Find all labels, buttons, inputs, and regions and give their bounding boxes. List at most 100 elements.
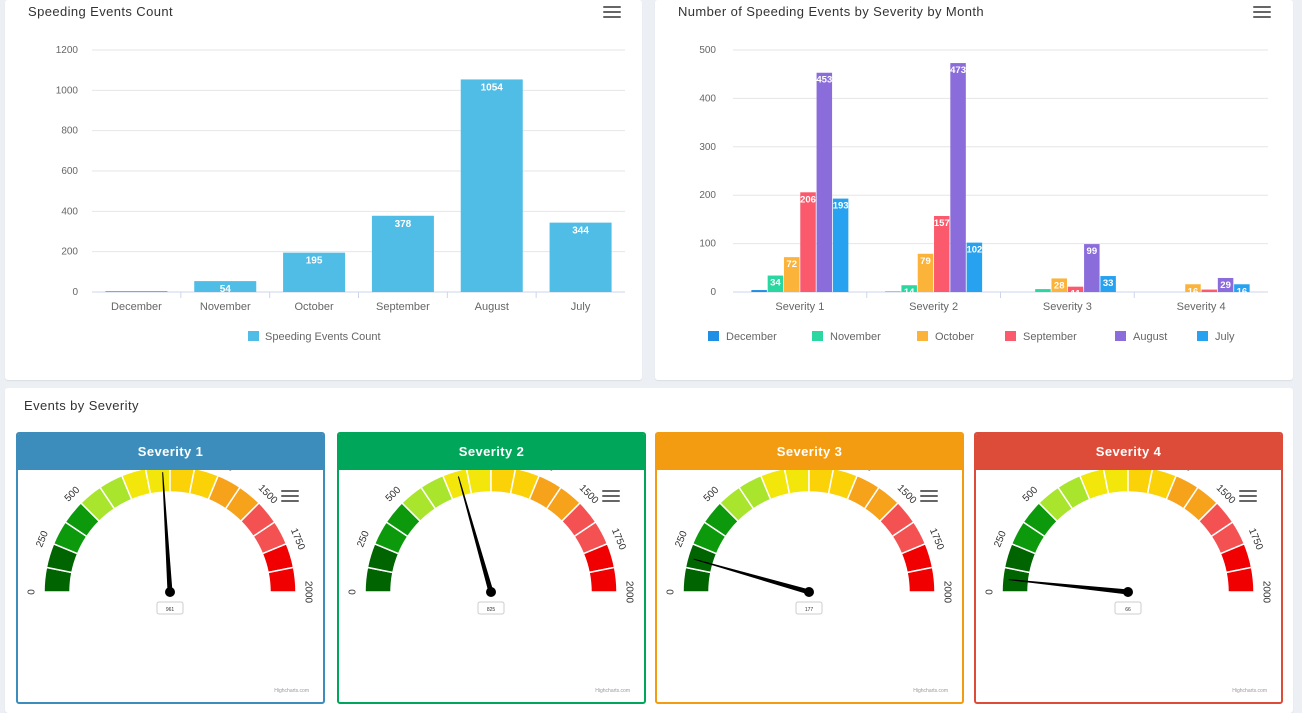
gauge-pivot — [804, 587, 814, 597]
bar[interactable] — [800, 192, 816, 292]
severity-gauge-card: Severity 1961025050075010001250150017502… — [16, 432, 325, 704]
data-label: 102 — [966, 245, 982, 256]
bar[interactable] — [816, 72, 833, 292]
gauge-band — [465, 470, 492, 495]
chart-credit[interactable]: Highcharts.com — [913, 688, 948, 694]
bar[interactable] — [1100, 276, 1116, 292]
bar[interactable] — [1067, 286, 1084, 292]
gauge-tick-label: 0 — [348, 589, 359, 595]
gauge-value-label: 177 — [805, 607, 814, 613]
y-tick-label: 400 — [61, 206, 78, 217]
gauge-value-box — [795, 601, 823, 615]
bar[interactable] — [105, 290, 168, 292]
y-tick-label: 800 — [61, 126, 78, 137]
bar[interactable] — [283, 252, 346, 292]
legend-swatch[interactable] — [248, 331, 259, 341]
bar[interactable] — [783, 257, 800, 292]
section-title: Events by Severity — [24, 398, 139, 413]
gauge-card-header: Severity 4 — [976, 434, 1281, 470]
legend-label[interactable]: August — [1133, 331, 1167, 343]
gauge-tick-label: 500 — [384, 484, 404, 504]
hamburger-menu-icon[interactable] — [602, 490, 620, 502]
gauge-tick-label: 0 — [27, 589, 38, 595]
bar[interactable] — [371, 215, 434, 292]
gauge-band — [588, 566, 618, 593]
chart-credit[interactable]: Highcharts.com — [274, 688, 309, 694]
bar[interactable] — [751, 290, 767, 292]
legend-label[interactable]: October — [935, 331, 974, 343]
legend-label[interactable]: December — [726, 331, 777, 343]
gauge-tick-label: 1750 — [1246, 527, 1265, 552]
bar[interactable] — [767, 275, 784, 292]
data-label: 28 — [1054, 280, 1065, 291]
data-label: 195 — [306, 256, 323, 267]
bar[interactable] — [966, 242, 983, 292]
data-label: 193 — [833, 201, 849, 212]
gauge-tick-label: 250 — [355, 529, 372, 549]
bar[interactable] — [1051, 278, 1067, 292]
hamburger-menu-icon[interactable] — [603, 6, 621, 18]
legend-label[interactable]: September — [1023, 331, 1077, 343]
chart-credit[interactable]: Highcharts.com — [1232, 688, 1267, 694]
gauge-tick-label: 0 — [666, 589, 677, 595]
data-label: 11 — [1071, 289, 1082, 300]
bar[interactable] — [950, 63, 966, 293]
data-label: 79 — [920, 256, 931, 267]
gauge-tick-label: 750 — [428, 470, 448, 473]
bar[interactable] — [1201, 289, 1218, 292]
data-label: 5 — [1207, 292, 1213, 303]
gauge-tick-label: 1750 — [927, 527, 946, 552]
bar[interactable] — [917, 253, 934, 292]
bar[interactable] — [194, 281, 257, 292]
gauge-tick-label: 250 — [992, 529, 1009, 549]
gauge-dial: 02505007501000125015001750200066 — [985, 470, 1271, 615]
bar[interactable] — [832, 198, 849, 292]
bar[interactable] — [1035, 289, 1051, 292]
legend-swatch[interactable] — [1197, 331, 1208, 341]
gauge-dial: 025050075010001250150017502000825 — [348, 470, 634, 615]
data-label: 6 — [1040, 291, 1045, 302]
bar[interactable] — [460, 79, 523, 293]
data-label: 14 — [904, 287, 915, 298]
data-label: 206 — [800, 194, 816, 205]
x-tick-label: Severity 1 — [775, 301, 824, 313]
bar[interactable] — [1185, 284, 1201, 292]
severity-gauge-card: Severity 3177025050075010001250150017502… — [655, 432, 964, 704]
x-tick-label: Severity 2 — [909, 301, 958, 313]
legend-swatch[interactable] — [1005, 331, 1016, 341]
bar[interactable] — [549, 222, 612, 292]
chart-credit[interactable]: Highcharts.com — [595, 688, 630, 694]
gauge-pivot — [1123, 587, 1133, 597]
y-tick-label: 0 — [72, 287, 78, 298]
bar[interactable] — [1234, 284, 1250, 292]
legend-swatch[interactable] — [917, 331, 928, 341]
legend-swatch[interactable] — [812, 331, 823, 341]
x-tick-label: October — [295, 301, 334, 313]
gauge-pivot — [165, 587, 175, 597]
gauge-band — [267, 566, 297, 593]
bar[interactable] — [1084, 244, 1100, 292]
gauge-tick-label: 500 — [63, 484, 83, 504]
hamburger-menu-icon[interactable] — [920, 490, 938, 502]
x-tick-label: Severity 4 — [1177, 301, 1226, 313]
gauge-tick-label: 2000 — [302, 581, 313, 604]
data-label: 34 — [770, 278, 781, 289]
hamburger-menu-icon[interactable] — [1239, 490, 1257, 502]
legend-label[interactable]: Speeding Events Count — [265, 331, 381, 343]
bar[interactable] — [934, 216, 950, 292]
bar[interactable] — [1217, 277, 1234, 292]
x-tick-label: September — [376, 301, 430, 313]
y-tick-label: 500 — [699, 45, 716, 56]
data-label: 72 — [786, 259, 797, 270]
legend-swatch[interactable] — [1115, 331, 1126, 341]
severity-gauge-card: Severity 2825025050075010001250150017502… — [337, 432, 646, 704]
hamburger-menu-icon[interactable] — [1253, 6, 1271, 18]
speeding-events-count-chart: 0 200 400 600 800 1000 1200 December 54 November 1… — [56, 45, 625, 343]
legend-swatch[interactable] — [708, 331, 719, 341]
legend-label[interactable]: November — [830, 331, 881, 343]
bar[interactable] — [901, 285, 917, 292]
gauge-card-header: Severity 3 — [657, 434, 962, 470]
data-label: 473 — [950, 65, 966, 76]
legend-label[interactable]: July — [1215, 331, 1235, 343]
hamburger-menu-icon[interactable] — [281, 490, 299, 502]
